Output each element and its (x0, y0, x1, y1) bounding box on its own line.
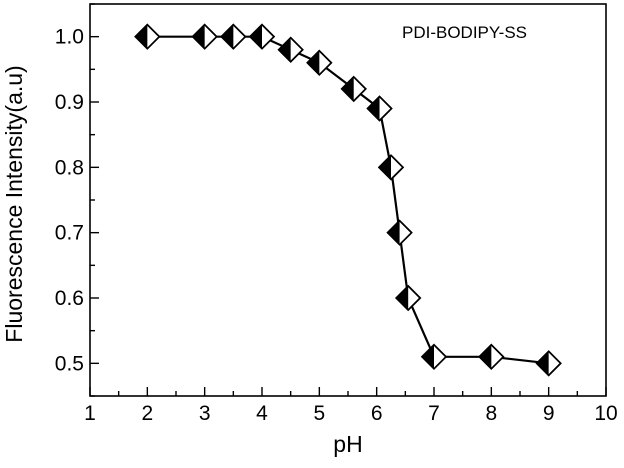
x-tick-label: 1 (84, 402, 96, 425)
x-tick-label: 2 (141, 402, 153, 425)
x-tick-label: 10 (594, 402, 617, 425)
x-tick-label: 8 (485, 402, 497, 425)
data-point-marker (134, 23, 161, 50)
data-point-marker (306, 49, 333, 76)
data-point-marker (377, 154, 405, 181)
x-tick-label: 6 (371, 402, 383, 425)
x-tick-label: 9 (543, 402, 555, 425)
x-tick-label: 7 (428, 402, 440, 425)
x-tick-label: 5 (313, 402, 325, 425)
legend-label: PDI-BODIPY-SS (402, 23, 527, 42)
y-axis-title: Fluorescence Intensity(a.u) (1, 65, 27, 342)
data-point-marker (248, 23, 276, 50)
data-point-marker (395, 284, 422, 312)
y-tick-label: 0.6 (55, 287, 84, 310)
y-tick-label: 0.9 (55, 91, 84, 114)
y-tick-label: 1.0 (55, 26, 84, 49)
tick-labels: 1 2 3 4 5 6 7 8 9 10 0.5 0.6 0.7 0.8 0.9 1.0 (55, 26, 618, 425)
data-point-marker (220, 23, 247, 50)
data-point-marker (478, 343, 505, 370)
y-tick-label: 0.5 (55, 352, 84, 375)
data-point-marker (420, 343, 448, 370)
y-tick-label: 0.8 (55, 156, 84, 179)
data-point-marker (340, 75, 367, 103)
data-point-marker (277, 36, 304, 63)
x-tick-label: 4 (256, 402, 268, 425)
data-point-marker (366, 95, 393, 122)
x-tick-label: 3 (199, 402, 211, 425)
x-axis-title: pH (333, 431, 362, 457)
data-point-marker (535, 350, 562, 377)
data-point-marker (191, 23, 218, 50)
data-point-marker (386, 219, 413, 246)
plot-frame (89, 3, 607, 397)
series-layer (134, 23, 562, 377)
axis-ticks (89, 3, 607, 397)
y-tick-label: 0.7 (55, 222, 84, 245)
